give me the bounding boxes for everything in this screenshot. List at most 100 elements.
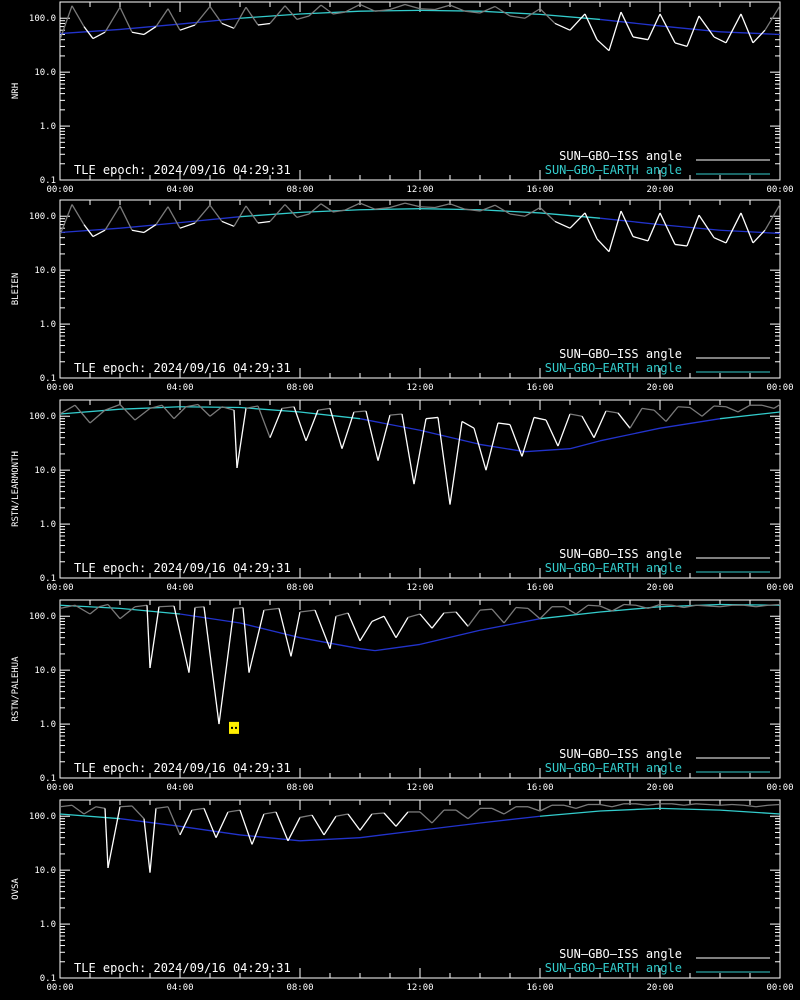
iss-angle-segment bbox=[395, 617, 409, 639]
earth-angle-segment bbox=[359, 648, 376, 652]
iss-angle-segment bbox=[515, 606, 529, 610]
iss-angle-segment bbox=[524, 8, 541, 19]
iss-angle-segment bbox=[359, 202, 376, 210]
earth-angle-segment bbox=[719, 411, 780, 420]
legend-earth-label: SUN–GBO–EARTH angle bbox=[545, 561, 682, 575]
x-tick-label: 08:00 bbox=[286, 983, 313, 993]
iss-angle-segment bbox=[545, 419, 559, 447]
iss-angle-segment bbox=[719, 604, 733, 608]
iss-angle-segment bbox=[635, 604, 649, 609]
y-tick-label: 100.0 bbox=[29, 412, 56, 422]
iss-angle-segment bbox=[95, 806, 106, 809]
x-tick-label: 12:00 bbox=[406, 783, 433, 793]
iss-angle-segment bbox=[752, 229, 766, 244]
earth-angle-segment bbox=[299, 411, 361, 420]
iss-angle-segment bbox=[713, 36, 727, 44]
earth-angle-segment bbox=[179, 613, 241, 624]
iss-angle-segment bbox=[584, 212, 598, 240]
earth-angle-segment bbox=[179, 216, 241, 224]
x-tick-label: 00:00 bbox=[766, 383, 793, 393]
iss-angle-segment bbox=[587, 604, 601, 607]
iss-angle-segment bbox=[725, 212, 742, 244]
iss-angle-segment bbox=[632, 235, 649, 242]
iss-angle-segment bbox=[494, 5, 511, 17]
y-tick-label: 100.0 bbox=[29, 14, 56, 24]
iss-angle-segment bbox=[557, 413, 571, 447]
iss-angle-segment bbox=[149, 606, 160, 669]
iss-angle-segment bbox=[698, 15, 715, 38]
iss-angle-segment bbox=[494, 204, 511, 215]
iss-angle-segment bbox=[203, 606, 220, 725]
iss-angle-segment bbox=[647, 803, 661, 806]
earth-angle-segment bbox=[299, 837, 361, 842]
earth-angle-segment bbox=[359, 9, 421, 12]
iss-angle-segment bbox=[320, 4, 334, 15]
iss-angle-segment bbox=[89, 606, 100, 615]
y-tick-label: 0.1 bbox=[40, 176, 56, 186]
earth-angle-segment bbox=[179, 406, 241, 409]
iss-angle-segment bbox=[653, 409, 667, 422]
iss-angle-segment bbox=[686, 214, 700, 247]
iss-angle-segment bbox=[305, 409, 319, 442]
iss-angle-segment bbox=[713, 405, 727, 408]
iss-angle-segment bbox=[143, 224, 157, 234]
iss-angle-segment bbox=[89, 409, 106, 424]
iss-angle-segment bbox=[167, 806, 181, 836]
earth-angle-segment bbox=[419, 629, 481, 646]
tle-epoch-text: TLE epoch: 2024/09/16 04:29:31 bbox=[74, 561, 291, 575]
iss-angle-segment bbox=[683, 803, 697, 806]
iss-angle-segment bbox=[611, 603, 625, 612]
iss-angle-segment bbox=[608, 210, 622, 252]
iss-angle-segment bbox=[674, 243, 688, 247]
iss-angle-segment bbox=[104, 808, 109, 868]
legend-earth-label: SUN–GBO–EARTH angle bbox=[545, 163, 682, 177]
iss-angle-segment bbox=[134, 407, 151, 421]
iss-angle-segment bbox=[263, 811, 277, 815]
iss-angle-segment bbox=[167, 206, 181, 229]
x-tick-label: 00:00 bbox=[46, 783, 73, 793]
iss-angle-segment bbox=[359, 3, 376, 12]
iss-angle-segment bbox=[332, 209, 346, 213]
x-tick-label: 00:00 bbox=[766, 185, 793, 195]
iss-angle-segment bbox=[389, 413, 403, 416]
y-axis-label: RSTN/LEARMONTH bbox=[11, 451, 21, 527]
earth-angle-segment bbox=[479, 618, 541, 631]
iss-angle-segment bbox=[767, 603, 780, 606]
earth-angle-segment bbox=[479, 10, 541, 16]
iss-angle-segment bbox=[257, 405, 271, 438]
iss-angle-segment bbox=[341, 411, 355, 449]
y-tick-label: 100.0 bbox=[29, 212, 56, 222]
iss-angle-segment bbox=[521, 417, 535, 457]
y-tick-label: 100.0 bbox=[29, 812, 56, 822]
earth-angle-segment bbox=[359, 208, 421, 211]
iss-angle-segment bbox=[605, 410, 619, 414]
x-tick-label: 04:00 bbox=[166, 583, 193, 593]
iss-angle-segment bbox=[131, 229, 145, 234]
iss-angle-segment bbox=[593, 410, 607, 438]
iss-angle-segment bbox=[599, 605, 613, 612]
iss-angle-segment bbox=[575, 604, 589, 615]
iss-angle-segment bbox=[563, 804, 577, 809]
iss-angle-segment bbox=[248, 609, 265, 673]
earth-angle-segment bbox=[719, 31, 780, 36]
iss-angle-segment bbox=[374, 8, 391, 12]
iss-angle-segment bbox=[620, 210, 634, 237]
iss-angle-segment bbox=[695, 803, 709, 806]
iss-angle-segment bbox=[608, 11, 622, 51]
iss-angle-segment bbox=[197, 404, 211, 417]
iss-angle-segment bbox=[296, 213, 310, 219]
iss-angle-segment bbox=[455, 809, 469, 820]
iss-angle-segment bbox=[524, 206, 541, 217]
iss-angle-segment bbox=[713, 237, 727, 244]
y-tick-label: 0.1 bbox=[40, 774, 56, 784]
iss-angle-segment bbox=[419, 206, 436, 209]
x-tick-label: 08:00 bbox=[286, 783, 313, 793]
earth-angle-segment bbox=[419, 9, 481, 12]
iss-angle-segment bbox=[686, 15, 700, 47]
iss-angle-segment bbox=[119, 6, 133, 33]
iss-angle-segment bbox=[167, 8, 181, 31]
panel-1: 100.010.01.00.100:00 04:00 08:00 12:00 16:00… bbox=[11, 1, 794, 195]
iss-angle-segment bbox=[419, 613, 433, 629]
y-tick-label: 1.0 bbox=[40, 720, 56, 730]
iss-angle-segment bbox=[743, 804, 757, 808]
